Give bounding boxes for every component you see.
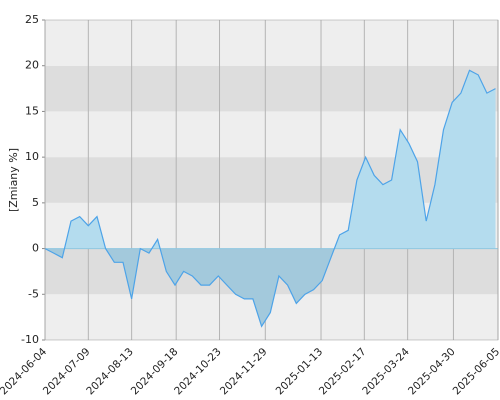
y-tick-label: 5 [32, 196, 39, 209]
y-tick-label: 10 [25, 150, 39, 163]
band [45, 111, 498, 158]
line [44, 69, 496, 328]
x-tick-label: 2025-06-05 [451, 346, 500, 398]
y-tick-label: 0 [32, 242, 39, 255]
plot-frame [44, 19, 499, 341]
x-tick-label: 2024-10-23 [172, 346, 224, 398]
x-tick-label: 2025-03-24 [360, 346, 412, 398]
y-tick-label: -5 [28, 287, 39, 300]
area-negative [45, 248, 335, 327]
band [45, 65, 498, 112]
area-positive [45, 70, 496, 249]
y-tick-label: -10 [21, 333, 39, 346]
x-tick-label: 2025-04-30 [406, 346, 458, 398]
y-tick-label: 15 [25, 104, 39, 117]
y-tick-label: 20 [25, 59, 39, 72]
band [45, 20, 498, 66]
y-tick-label: 25 [25, 13, 39, 26]
band [45, 157, 498, 203]
x-tick-label: 2024-11-29 [218, 346, 270, 398]
y-axis-label: [Zmiany %] [7, 148, 20, 212]
